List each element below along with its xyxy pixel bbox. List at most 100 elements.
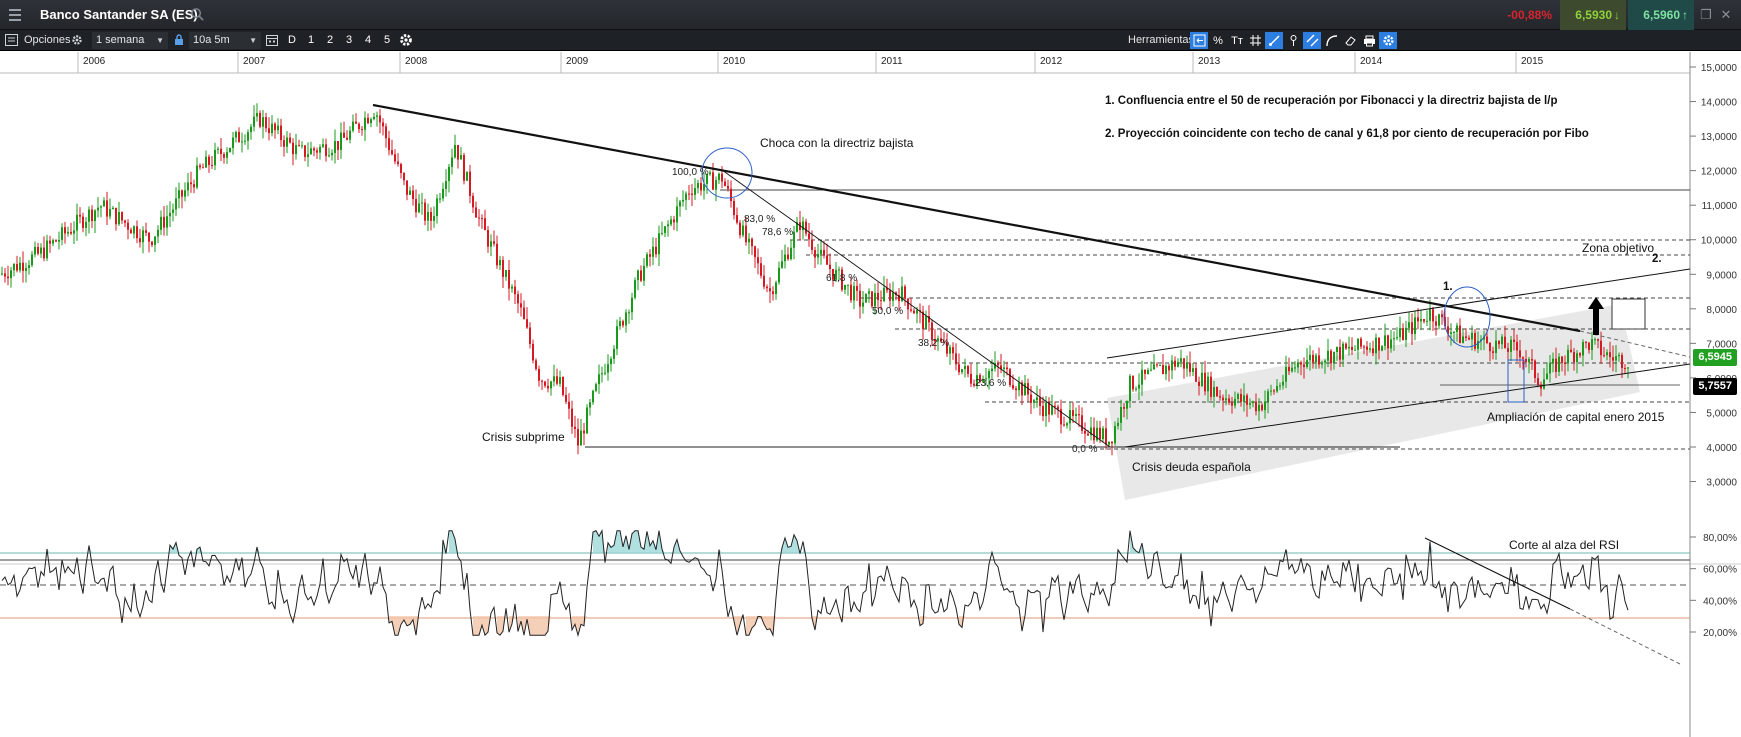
period-button-5[interactable]: 5 <box>383 34 391 46</box>
rsi-line <box>1 529 1629 638</box>
interval-select[interactable]: 1 semana ▼ <box>92 32 168 49</box>
percent-tool-icon[interactable]: % <box>1213 34 1223 47</box>
candle-body <box>847 284 849 286</box>
candle-body <box>403 172 405 181</box>
candle-body <box>688 193 690 195</box>
rsi-downtrend-extension <box>1569 608 1681 665</box>
range-select[interactable]: 10a 5m ▼ <box>189 32 261 49</box>
settings-tool-icon[interactable] <box>1379 32 1397 49</box>
candle-body <box>1147 370 1149 374</box>
candle-body <box>112 207 114 210</box>
bid-price[interactable]: 6,5930 ↓ <box>1560 0 1626 30</box>
candle-body <box>1120 407 1122 423</box>
candle-body <box>1240 394 1242 402</box>
candle-body <box>526 319 528 328</box>
candle-body <box>262 117 264 127</box>
candle-body <box>1417 317 1419 322</box>
candle-body <box>937 338 939 342</box>
grid-tool-icon[interactable] <box>1246 32 1264 49</box>
period-button-1[interactable]: 1 <box>307 34 315 46</box>
close-icon[interactable]: ✕ <box>1720 7 1732 22</box>
candle-body <box>757 257 759 264</box>
period-button-4[interactable]: 4 <box>364 34 372 46</box>
candle-body <box>565 394 567 402</box>
options-button[interactable]: Opciones <box>24 34 71 46</box>
candle-body <box>358 123 360 130</box>
note-zona-objetivo: Zona objetivo <box>1582 241 1654 255</box>
candle-body <box>508 270 510 289</box>
candle-body <box>904 286 906 299</box>
candle-body <box>598 374 600 385</box>
calendar-icon[interactable] <box>266 34 278 46</box>
options-list-icon[interactable] <box>5 34 18 46</box>
period-button-d[interactable]: D <box>288 34 296 46</box>
period-button-2[interactable]: 2 <box>326 34 334 46</box>
candle-body <box>922 311 924 329</box>
candle-body <box>244 140 246 142</box>
candle-body <box>1264 401 1266 411</box>
candle-body <box>517 294 519 304</box>
candle-body <box>1564 362 1566 364</box>
price-tick-label: 4,0000 <box>1706 443 1737 454</box>
candle-body <box>1432 309 1434 322</box>
cursor-tool-icon[interactable] <box>1190 32 1208 49</box>
candle-body <box>1339 347 1341 360</box>
candle-body <box>649 254 651 257</box>
candle-body <box>1492 351 1494 353</box>
eraser-tool-icon[interactable] <box>1341 32 1359 49</box>
candle-body <box>1507 348 1509 352</box>
price-axis: 15,0000 14,0000 13,0000 12,0000 11,0000 10,00… <box>1690 63 1737 489</box>
gear-icon[interactable] <box>71 34 83 46</box>
candle-body <box>1429 309 1431 321</box>
lock-icon[interactable] <box>174 34 184 46</box>
candle-body <box>1006 367 1008 370</box>
chart-settings-gear-icon[interactable] <box>399 33 413 47</box>
candle-body <box>334 141 336 153</box>
search-icon[interactable] <box>190 7 205 22</box>
candle-body <box>1243 395 1245 402</box>
price-tick-label: 7,0000 <box>1706 339 1737 350</box>
pin-tool-icon[interactable] <box>1284 32 1302 49</box>
candle-body <box>1087 433 1089 436</box>
period-button-3[interactable]: 3 <box>345 34 353 46</box>
candle-body <box>1072 410 1074 417</box>
candle-body <box>1270 390 1272 392</box>
candle-body <box>295 145 297 155</box>
candle-body <box>1387 335 1389 349</box>
candle-body <box>1057 406 1059 410</box>
candle-body <box>454 144 456 158</box>
trendline-tool-icon[interactable] <box>1265 32 1283 49</box>
candle-body <box>763 275 765 287</box>
candle-body <box>280 125 282 141</box>
candle-body <box>721 173 723 182</box>
candle-body <box>1552 358 1554 363</box>
candle-body <box>817 253 819 258</box>
candle-body <box>370 119 372 124</box>
candle-body <box>1486 336 1488 343</box>
candle-body <box>1330 350 1332 364</box>
candle-body <box>1324 360 1326 363</box>
candle-body <box>58 239 60 242</box>
candle-body <box>1222 397 1224 401</box>
price-chart[interactable]: 2006 2007 2008 2009 2010 2011 2012 2013 2014 2015… <box>0 52 1741 737</box>
candle-body <box>1612 357 1614 361</box>
candle-body <box>1135 388 1137 390</box>
ask-price[interactable]: 6,5960 ↑ <box>1628 0 1694 30</box>
print-tool-icon[interactable] <box>1360 32 1378 49</box>
text-tool-icon[interactable]: Tт <box>1231 34 1243 47</box>
candle-body <box>568 401 570 409</box>
channel-tool-icon[interactable] <box>1303 32 1321 49</box>
candle-body <box>1033 400 1035 403</box>
hamburger-icon[interactable] <box>4 5 26 25</box>
price-chart-area[interactable]: 2006 2007 2008 2009 2010 2011 2012 2013 2014 2015… <box>0 52 1741 737</box>
candle-body <box>661 232 663 234</box>
candle-body <box>1459 325 1461 343</box>
candle-body <box>1261 404 1263 411</box>
candle-body <box>787 254 789 260</box>
restore-window-icon[interactable]: ❐ <box>1700 7 1712 22</box>
candle-body <box>1306 360 1308 368</box>
fibonacci-tool-icon[interactable] <box>1322 32 1340 49</box>
candle-body <box>1423 319 1425 322</box>
candle-body <box>82 216 84 228</box>
candle-body <box>223 154 225 158</box>
